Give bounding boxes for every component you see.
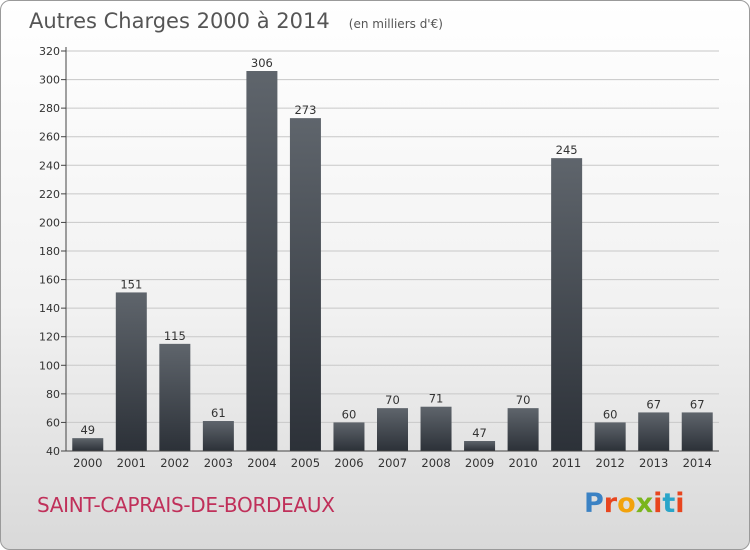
- data-label-2013: 67: [646, 397, 661, 411]
- axes: 40 60 80 100 120 140 160 180 200 220 240 260 280 300 3…: [39, 45, 719, 470]
- x-tick-label: 2013: [639, 456, 668, 470]
- y-tick-label: 60: [46, 416, 60, 429]
- data-label-2014: 67: [690, 397, 705, 411]
- y-tick-label: 100: [39, 359, 60, 372]
- data-label-2003: 61: [211, 406, 226, 420]
- logo-letter: P: [584, 488, 604, 519]
- grid-lines: [66, 50, 719, 423]
- data-label-2012: 60: [603, 407, 618, 421]
- data-label-2002: 115: [164, 329, 186, 343]
- data-label-2005: 273: [294, 103, 316, 117]
- bar-2014: [681, 412, 713, 451]
- logo-letter: i: [675, 488, 685, 519]
- data-label-2000: 49: [80, 423, 95, 437]
- x-tick-label: 2008: [421, 456, 450, 470]
- y-tick-label: 120: [39, 331, 60, 344]
- bar-2008: [420, 406, 452, 451]
- data-label-2008: 71: [429, 392, 444, 406]
- y-tick-label: 140: [39, 302, 60, 315]
- bar-2010: [507, 408, 539, 451]
- y-tick-label: 180: [39, 245, 60, 258]
- x-tick-label: 2007: [378, 456, 407, 470]
- y-tick-label: 240: [39, 159, 60, 172]
- y-tick-label: 200: [39, 216, 60, 229]
- data-label-2009: 47: [472, 426, 487, 440]
- data-label-2004: 306: [251, 56, 273, 70]
- bars: 49 151 115 61 306 273 60 70 71 47 70 245 60 67 67: [72, 56, 713, 452]
- y-tick-label: 220: [39, 188, 60, 201]
- proxiti-logo: Proxiti: [584, 488, 685, 519]
- x-tick-label: 2014: [683, 456, 712, 470]
- bar-2004: [246, 71, 278, 451]
- x-tick-label: 2009: [465, 456, 494, 470]
- x-tick-label: 2005: [291, 456, 320, 470]
- x-tick-label: 2003: [204, 456, 233, 470]
- logo-letter: r: [603, 488, 618, 519]
- data-label-2010: 70: [516, 393, 531, 407]
- y-tick-label: 160: [39, 274, 60, 287]
- logo-letter: t: [662, 488, 676, 519]
- logo-letter: o: [617, 488, 636, 519]
- commune-name: SAINT-CAPRAIS-DE-BORDEAUX: [37, 493, 335, 517]
- y-tick-label: 80: [46, 388, 60, 401]
- x-tick-label: 2000: [73, 456, 102, 470]
- x-tick-label: 2001: [117, 456, 146, 470]
- bar-2001: [115, 292, 147, 451]
- logo-letter: i: [653, 488, 663, 519]
- bar-2006: [333, 422, 365, 451]
- bar-2007: [377, 408, 408, 451]
- bar-2005: [289, 118, 321, 452]
- data-label-2006: 60: [342, 407, 357, 421]
- x-tick-label: 2006: [334, 456, 363, 470]
- chart-title-text: Autres Charges 2000 à 2014: [29, 9, 330, 33]
- chart-unit-text: (en milliers d'€): [349, 17, 443, 31]
- data-label-2011: 245: [556, 143, 578, 157]
- x-tick-label: 2002: [160, 456, 189, 470]
- logo-letter: x: [635, 488, 654, 519]
- bar-2000: [72, 438, 104, 451]
- data-label-2007: 70: [385, 393, 400, 407]
- chart-title: Autres Charges 2000 à 2014 (en milliers …: [29, 9, 443, 33]
- y-tick-label: 40: [46, 445, 60, 458]
- data-label-2001: 151: [120, 277, 142, 291]
- y-tick-label: 260: [39, 131, 60, 144]
- bar-2011: [551, 158, 583, 451]
- x-tick-label: 2004: [247, 456, 276, 470]
- y-tick-label: 280: [39, 102, 60, 115]
- x-tick-label: 2010: [508, 456, 537, 470]
- bar-2002: [159, 343, 191, 451]
- x-tick-label: 2012: [596, 456, 625, 470]
- bar-2013: [638, 412, 670, 451]
- x-tick-label: 2011: [552, 456, 581, 470]
- bar-2009: [464, 441, 496, 451]
- bar-2012: [594, 422, 626, 451]
- y-tick-label: 320: [39, 45, 60, 58]
- bar-2003: [202, 421, 234, 451]
- y-tick-label: 300: [39, 74, 60, 87]
